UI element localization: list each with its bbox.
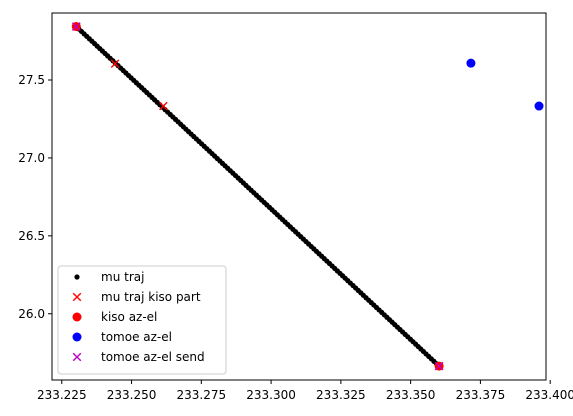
x-axis: 233.225 233.250 233.275 233.300 233.325 233.3… (37, 380, 573, 402)
legend-label: kiso az-el (101, 310, 157, 324)
legend-marker (73, 313, 82, 322)
legend-label: tomoe az-el send (101, 350, 205, 364)
x-tick-label: 233.325 (316, 388, 366, 402)
y-axis: 26.0 26.5 27.0 27.5 (18, 73, 52, 321)
y-tick-label: 27.5 (18, 73, 45, 87)
legend-label: mu traj (101, 270, 144, 284)
y-tick-label: 26.5 (18, 229, 45, 243)
legend-label: mu traj kiso part (101, 290, 201, 304)
x-tick-label: 233.400 (525, 388, 573, 402)
x-tick-label: 233.225 (37, 388, 87, 402)
x-tick-label: 233.250 (107, 388, 157, 402)
y-tick-label: 26.0 (18, 307, 45, 321)
legend: mu traj mu traj kiso part kiso az-el tomoe … (58, 266, 226, 374)
x-tick-label: 233.350 (386, 388, 436, 402)
data-point (466, 59, 475, 68)
legend-marker (74, 274, 79, 279)
legend-label: tomoe az-el (101, 330, 172, 344)
x-tick-label: 233.375 (456, 388, 506, 402)
legend-marker (73, 333, 82, 342)
y-tick-label: 27.0 (18, 151, 45, 165)
x-tick-label: 233.300 (246, 388, 296, 402)
x-tick-label: 233.275 (177, 388, 227, 402)
data-point (535, 102, 544, 111)
series-tomoe-az-el (466, 59, 543, 111)
